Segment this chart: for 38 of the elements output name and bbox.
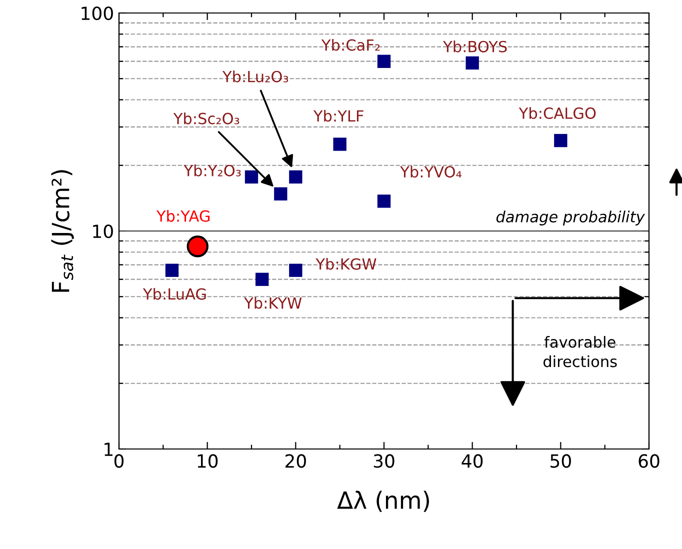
x-tick-label: 20 (286, 454, 306, 468)
point (289, 170, 302, 184)
text: Yb:Lu₂O₃ (222, 70, 288, 82)
point (333, 138, 346, 151)
series-label: Yb:BOYS (443, 40, 507, 52)
point (244, 170, 258, 184)
x-tick-label: 60 (638, 454, 660, 468)
series-label: Yb:YAG (156, 210, 210, 222)
x-tick-label: 10 (198, 454, 218, 468)
point (186, 236, 208, 258)
text: Yb:Sc₂O₃ (173, 112, 240, 124)
series-label: Yb:YLF (313, 110, 364, 122)
y-tick-label: 100 (82, 6, 113, 20)
point (274, 187, 288, 200)
x-tick-label: 0 (114, 454, 124, 468)
y-tick-label: 10 (93, 224, 113, 238)
series-label: Yb:KYW (244, 296, 302, 309)
y-tick-label: 1 (104, 442, 112, 456)
series-label: Yb:YVO₄ (400, 166, 462, 178)
point (256, 272, 269, 286)
point (554, 134, 568, 148)
x-axis-title: Δλ (nm) (337, 490, 429, 512)
point (377, 194, 391, 208)
x-tick-label: 30 (374, 454, 394, 468)
point (165, 264, 179, 277)
x-tick-label: 50 (550, 454, 571, 468)
series-label: Yb:CALGO (518, 107, 596, 119)
point (377, 54, 391, 68)
series-label: Yb:CaF₂ (321, 38, 380, 51)
series-label: Yb:LuAG (142, 288, 206, 300)
ref-line-label: damage probability (496, 210, 645, 226)
annotation: favorable directions (543, 336, 617, 368)
x-tick-label: 40 (462, 454, 483, 468)
point (289, 264, 302, 277)
point (466, 56, 479, 70)
series-label: Yb:Y₂O₃ (184, 164, 241, 176)
y-axis-title: F$_{sat}$ (J/cm²) (51, 170, 74, 292)
series-label: Yb:KGW (316, 258, 376, 270)
